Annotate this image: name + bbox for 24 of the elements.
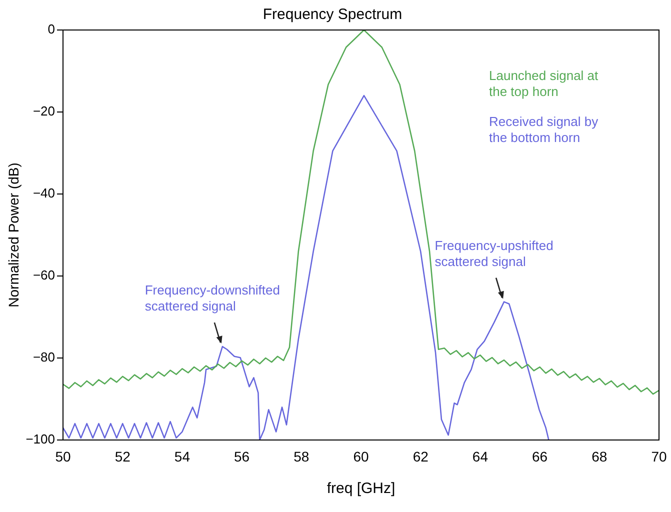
x-tick-label: 50	[55, 448, 71, 464]
chart-title: Frequency Spectrum	[262, 6, 402, 24]
x-tick-label: 52	[114, 448, 131, 464]
x-tick-label: 64	[472, 448, 488, 464]
x-tick-label: 58	[294, 448, 310, 464]
x-tick-label: 68	[592, 448, 608, 464]
x-axis-title: freq [GHz]	[326, 480, 396, 498]
y-tick-label: −20	[32, 104, 55, 119]
text: Received signal by the bottom horn	[489, 114, 599, 146]
y-axis-title: Normalized Power (dB)	[5, 162, 22, 308]
x-tick-label: 70	[651, 448, 667, 464]
x-tick-label: 62	[412, 448, 429, 464]
text: Launched signal at the top horn	[489, 68, 599, 100]
y-tick-label: −60	[32, 268, 55, 283]
x-tick-label: 56	[234, 448, 250, 464]
y-tick-label: 0	[48, 22, 55, 37]
x-tick-label: 54	[174, 448, 190, 464]
y-tick-label: −80	[32, 350, 55, 365]
annotation: Frequency-upshifted scattered signal	[434, 238, 554, 269]
y-tick-label: −40	[32, 186, 55, 201]
annotation: Frequency-downshifted scattered signal	[144, 282, 280, 314]
x-tick-label: 66	[532, 448, 548, 464]
x-tick-label: 60	[353, 448, 369, 464]
y-tick-label: −100	[26, 432, 55, 447]
